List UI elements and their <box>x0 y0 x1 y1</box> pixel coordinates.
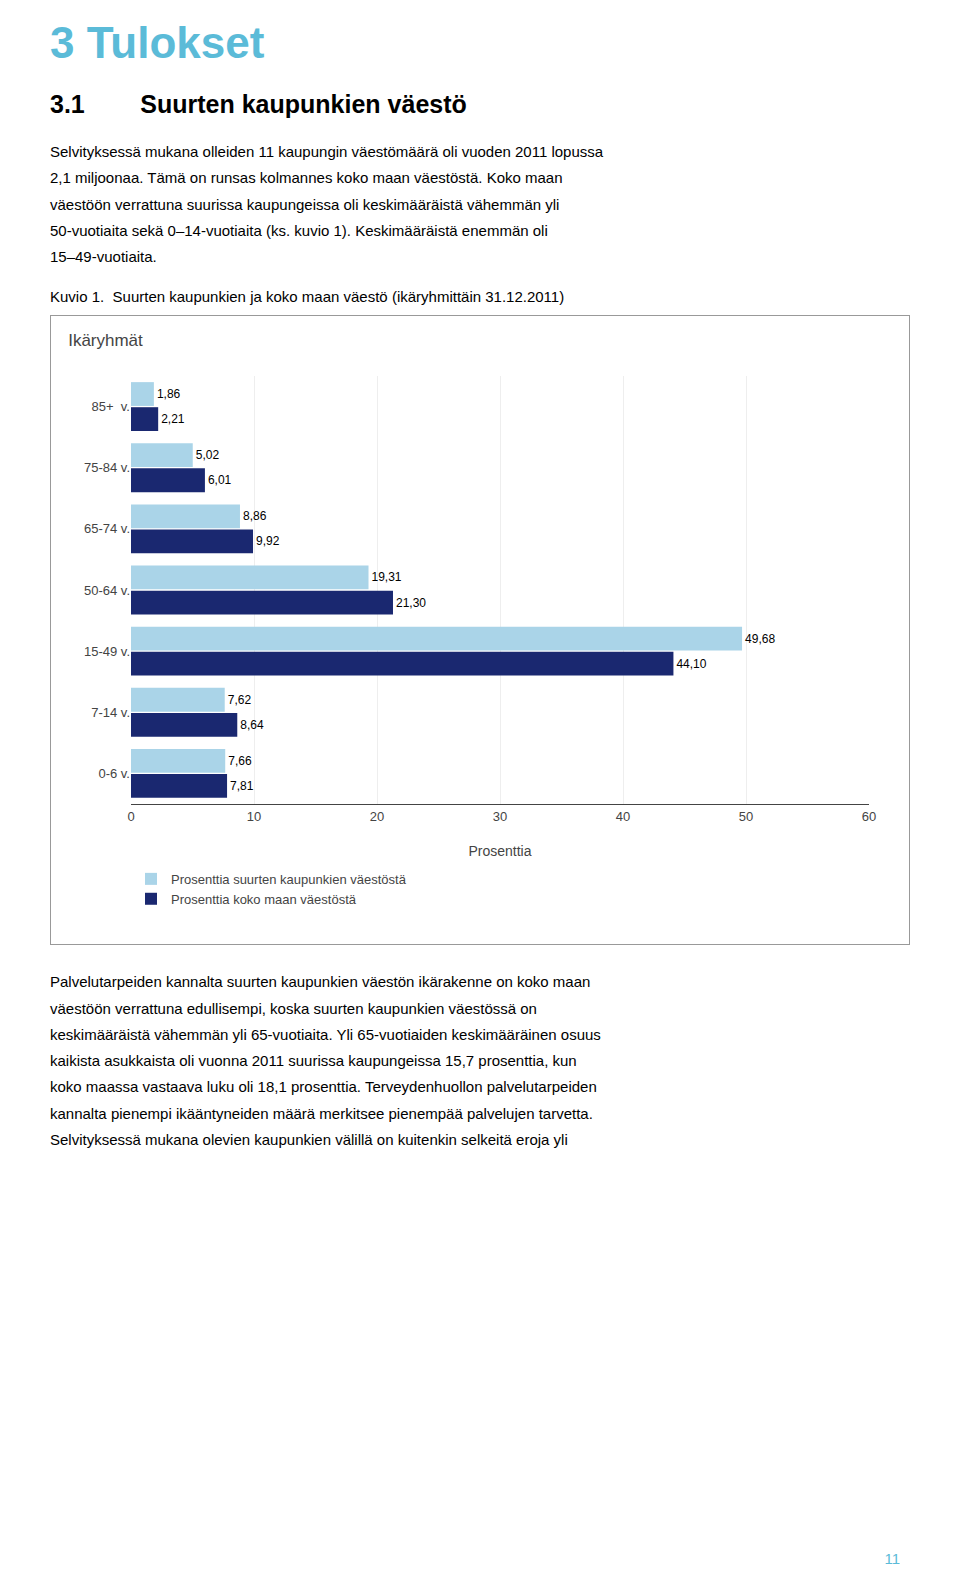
svg-text:Prosenttia: Prosenttia <box>468 843 531 859</box>
svg-text:7-14 v.: 7-14 v. <box>91 705 130 720</box>
svg-text:Prosenttia koko maan väestöstä: Prosenttia koko maan väestöstä <box>171 892 357 907</box>
svg-text:30: 30 <box>493 809 507 824</box>
svg-text:40: 40 <box>616 809 630 824</box>
html-text:Kuvio 1. Suurten kaupunkien ja: Kuvio 1. Suurten kaupunkien ja koko maan… <box>50 288 565 306</box>
svg-text:6,01: 6,01 <box>208 474 232 488</box>
svg-text:85+ v.: 85+ v. <box>92 399 130 414</box>
svg-text:7,62: 7,62 <box>228 693 252 707</box>
svg-text:Ikäryhmät: Ikäryhmät <box>68 331 143 350</box>
html-text:3.1 Suurten kaupunkien väestö: 3.1 Suurten kaupunkien väestö <box>50 90 467 118</box>
svg-text:7,66: 7,66 <box>228 754 252 768</box>
svg-text:2,21: 2,21 <box>161 412 185 426</box>
svg-text:9,92: 9,92 <box>256 535 280 549</box>
svg-text:7,81: 7,81 <box>230 779 254 793</box>
html-text:Selvityksessä mukana olleiden: Selvityksessä mukana olleiden 11 kaupung… <box>50 143 604 265</box>
svg-text:1,86: 1,86 <box>157 387 181 401</box>
html-text:Palvelutarpeiden kannalta suur: Palvelutarpeiden kannalta suurten kaupun… <box>50 973 601 1148</box>
svg-text:5,02: 5,02 <box>196 448 220 462</box>
svg-text:75-84 v.: 75-84 v. <box>84 461 130 476</box>
svg-text:49,68: 49,68 <box>745 632 775 646</box>
svg-text:19,31: 19,31 <box>372 571 402 585</box>
svg-text:65-74 v.: 65-74 v. <box>84 522 130 537</box>
svg-text:0-6 v.: 0-6 v. <box>98 766 130 781</box>
html-text:11: 11 <box>884 1550 900 1567</box>
svg-text:20: 20 <box>370 809 384 824</box>
svg-text:Prosenttia suurten kaupunkien: Prosenttia suurten kaupunkien väestöstä <box>171 872 407 887</box>
html-text:3 Tulokset: 3 Tulokset <box>50 18 265 67</box>
svg-text:50-64 v.: 50-64 v. <box>84 583 130 598</box>
svg-text:10: 10 <box>247 809 261 824</box>
svg-text:50: 50 <box>739 809 753 824</box>
svg-text:15-49 v.: 15-49 v. <box>84 644 130 659</box>
svg-text:21,30: 21,30 <box>396 596 426 610</box>
svg-text:44,10: 44,10 <box>676 657 706 671</box>
svg-text:8,86: 8,86 <box>243 510 267 524</box>
svg-text:8,64: 8,64 <box>240 718 264 732</box>
svg-text:0: 0 <box>127 809 134 824</box>
svg-text:60: 60 <box>862 809 876 824</box>
